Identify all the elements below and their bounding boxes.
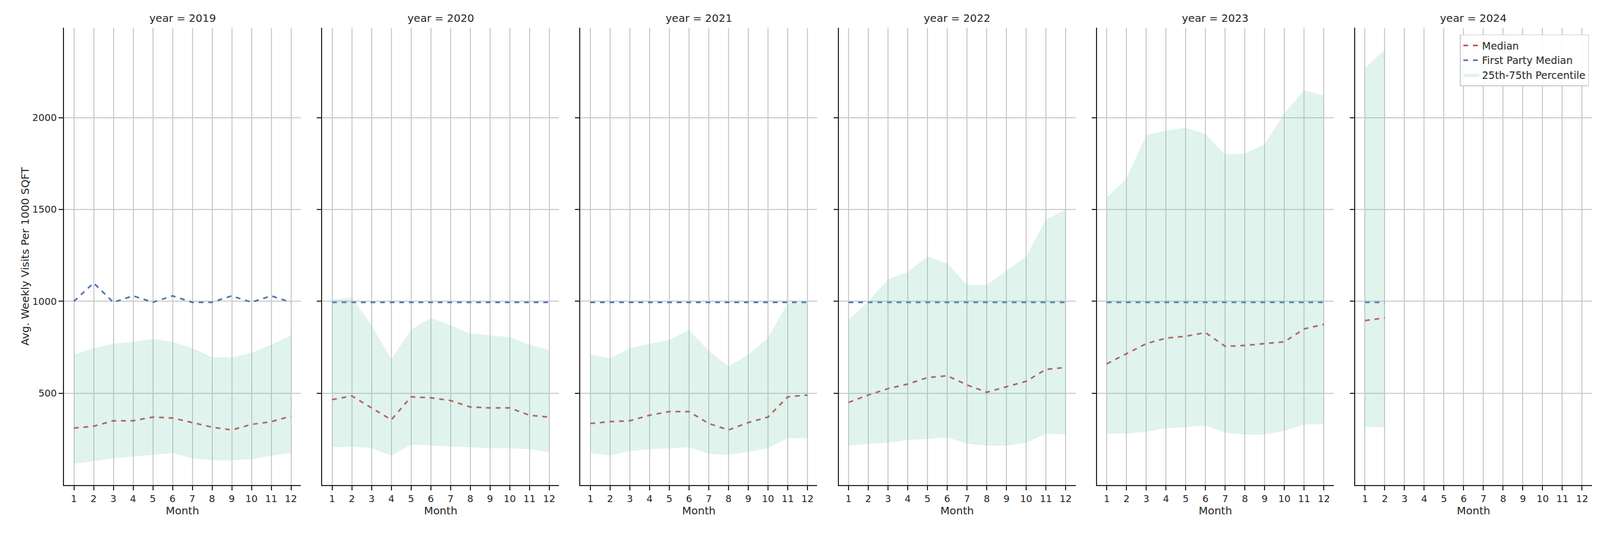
svg-text:6: 6 (427, 493, 434, 505)
svg-text:year = 2023: year = 2023 (1181, 11, 1249, 25)
svg-text:10: 10 (761, 493, 774, 505)
svg-text:4: 4 (388, 493, 395, 505)
svg-text:6: 6 (1202, 493, 1209, 505)
svg-text:12: 12 (542, 493, 556, 505)
svg-text:5: 5 (666, 493, 672, 505)
svg-text:1: 1 (587, 493, 594, 505)
svg-text:10: 10 (503, 493, 516, 505)
svg-text:2: 2 (1381, 493, 1388, 505)
svg-text:9: 9 (486, 493, 493, 505)
svg-text:3: 3 (1143, 493, 1150, 505)
svg-text:Month: Month (165, 504, 200, 518)
svg-text:1: 1 (845, 493, 852, 505)
svg-text:5: 5 (924, 493, 931, 505)
svg-text:2: 2 (348, 493, 355, 505)
svg-text:year = 2020: year = 2020 (407, 11, 475, 25)
svg-text:6: 6 (944, 493, 950, 505)
svg-text:12: 12 (801, 493, 814, 505)
svg-text:8: 8 (725, 493, 732, 505)
svg-text:7: 7 (963, 493, 970, 505)
svg-text:11: 11 (781, 493, 794, 505)
svg-text:4: 4 (1421, 493, 1428, 505)
svg-text:9: 9 (1520, 493, 1526, 505)
svg-text:1: 1 (70, 493, 77, 505)
svg-text:Month: Month (1457, 504, 1491, 518)
svg-text:12: 12 (1576, 493, 1589, 505)
svg-text:12: 12 (1317, 493, 1331, 505)
svg-text:8: 8 (1500, 493, 1507, 505)
svg-text:25th-75th Percentile: 25th-75th Percentile (1482, 69, 1586, 82)
svg-text:3: 3 (368, 493, 375, 505)
svg-text:2000: 2000 (32, 112, 58, 124)
svg-text:500: 500 (38, 387, 57, 399)
svg-text:11: 11 (265, 493, 278, 505)
svg-text:11: 11 (1040, 493, 1053, 505)
svg-text:2: 2 (865, 493, 871, 505)
svg-text:2: 2 (90, 493, 97, 505)
svg-text:5: 5 (1441, 493, 1447, 505)
svg-text:1000: 1000 (32, 296, 58, 308)
svg-text:4: 4 (646, 493, 653, 505)
svg-text:First Party Median: First Party Median (1482, 54, 1573, 67)
svg-text:4: 4 (1163, 493, 1170, 505)
svg-text:9: 9 (745, 493, 751, 505)
svg-text:1: 1 (329, 493, 335, 505)
svg-text:1500: 1500 (32, 203, 58, 215)
svg-text:Month: Month (424, 504, 458, 518)
svg-text:3: 3 (1401, 493, 1408, 505)
svg-text:11: 11 (1556, 493, 1569, 505)
svg-text:8: 8 (1242, 493, 1248, 505)
svg-text:Month: Month (1198, 504, 1232, 518)
svg-text:8: 8 (209, 493, 215, 505)
svg-text:year = 2019: year = 2019 (149, 11, 216, 25)
svg-text:9: 9 (1003, 493, 1010, 505)
svg-text:5: 5 (149, 493, 156, 505)
svg-text:Month: Month (682, 504, 716, 518)
svg-text:5: 5 (1182, 493, 1189, 505)
svg-text:Median: Median (1482, 40, 1519, 52)
svg-text:12: 12 (1059, 493, 1072, 505)
svg-text:2: 2 (1123, 493, 1130, 505)
svg-text:11: 11 (1298, 493, 1311, 505)
svg-text:11: 11 (523, 493, 536, 505)
svg-text:10: 10 (1278, 493, 1291, 505)
svg-text:4: 4 (130, 493, 136, 505)
svg-text:6: 6 (685, 493, 692, 505)
svg-text:6: 6 (1460, 493, 1467, 505)
svg-text:7: 7 (1480, 493, 1487, 505)
svg-text:8: 8 (983, 493, 990, 505)
svg-text:7: 7 (189, 493, 196, 505)
svg-text:7: 7 (1222, 493, 1229, 505)
svg-text:Avg. Weekly Visits Per 1000 SQ: Avg. Weekly Visits Per 1000 SQFT (18, 166, 32, 347)
svg-text:10: 10 (245, 493, 258, 505)
svg-text:1: 1 (1104, 493, 1110, 505)
svg-text:9: 9 (1261, 493, 1268, 505)
svg-text:10: 10 (1020, 493, 1033, 505)
svg-text:6: 6 (169, 493, 176, 505)
svg-text:3: 3 (626, 493, 633, 505)
svg-text:8: 8 (467, 493, 474, 505)
svg-text:10: 10 (1536, 493, 1549, 505)
svg-text:year = 2021: year = 2021 (665, 11, 733, 25)
svg-text:1: 1 (1362, 493, 1368, 505)
svg-text:12: 12 (284, 493, 298, 505)
svg-text:Month: Month (940, 504, 974, 518)
svg-text:5: 5 (408, 493, 414, 505)
svg-text:9: 9 (228, 493, 235, 505)
svg-text:3: 3 (884, 493, 891, 505)
svg-text:3: 3 (110, 493, 117, 505)
svg-text:year = 2024: year = 2024 (1440, 11, 1507, 25)
svg-text:year = 2022: year = 2022 (923, 11, 991, 25)
svg-text:7: 7 (447, 493, 454, 505)
svg-text:7: 7 (705, 493, 712, 505)
svg-text:2: 2 (606, 493, 613, 505)
svg-text:4: 4 (904, 493, 911, 505)
